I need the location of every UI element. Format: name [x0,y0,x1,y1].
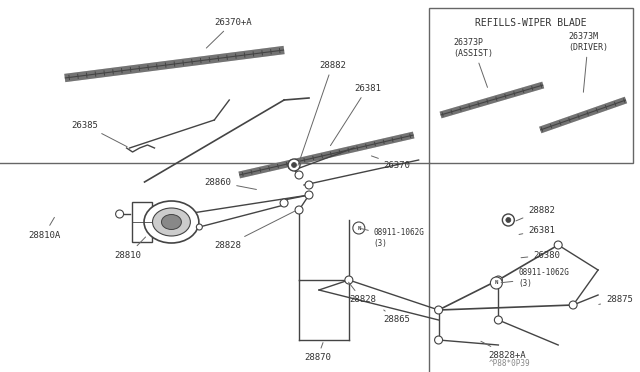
Ellipse shape [144,201,199,243]
Circle shape [569,301,577,309]
Text: 28875: 28875 [599,295,633,305]
Circle shape [353,222,365,234]
Text: 28828: 28828 [349,282,376,305]
Text: 26370+A: 26370+A [206,17,252,48]
Circle shape [494,316,502,324]
Text: 28828+A: 28828+A [481,341,526,359]
Bar [429,8,633,163]
Text: 28865: 28865 [384,310,411,324]
Text: 26380: 26380 [521,250,560,260]
Circle shape [116,210,124,218]
Text: REFILLS-WIPER BLADE: REFILLS-WIPER BLADE [475,18,587,28]
Text: ^P88*0P39: ^P88*0P39 [488,359,530,368]
Circle shape [196,224,202,230]
Text: N: N [495,280,498,285]
Text: N: N [357,225,360,231]
Text: 28882: 28882 [298,61,346,166]
Text: 28810A: 28810A [28,217,60,240]
Text: 26373M
(DRIVER): 26373M (DRIVER) [568,32,608,92]
Text: 28828: 28828 [214,211,294,250]
Circle shape [490,277,502,289]
Circle shape [288,159,300,171]
Text: 28810: 28810 [115,237,145,260]
Circle shape [292,163,296,167]
Circle shape [305,191,313,199]
Circle shape [502,214,515,226]
Text: 28860: 28860 [204,177,257,189]
Circle shape [435,336,443,344]
Text: 28882: 28882 [516,205,555,221]
Text: 08911-1062G
(3): 08911-1062G (3) [501,268,569,288]
Circle shape [295,171,303,179]
Circle shape [506,218,511,222]
Text: 26381: 26381 [519,225,555,234]
Ellipse shape [161,215,181,230]
Circle shape [280,199,288,207]
Bar [132,202,152,242]
Ellipse shape [152,208,190,236]
Circle shape [554,241,562,249]
Text: 26385: 26385 [72,121,127,147]
Text: 26381: 26381 [330,83,381,146]
Circle shape [345,276,353,284]
Circle shape [295,206,303,214]
Text: 26373P
(ASSIST): 26373P (ASSIST) [454,38,493,87]
Text: 08911-1062G
(3): 08911-1062G (3) [362,228,425,248]
Text: 26370: 26370 [371,156,411,170]
Text: 28870: 28870 [304,343,331,362]
Circle shape [435,306,443,314]
Circle shape [305,181,313,189]
Circle shape [494,276,502,284]
